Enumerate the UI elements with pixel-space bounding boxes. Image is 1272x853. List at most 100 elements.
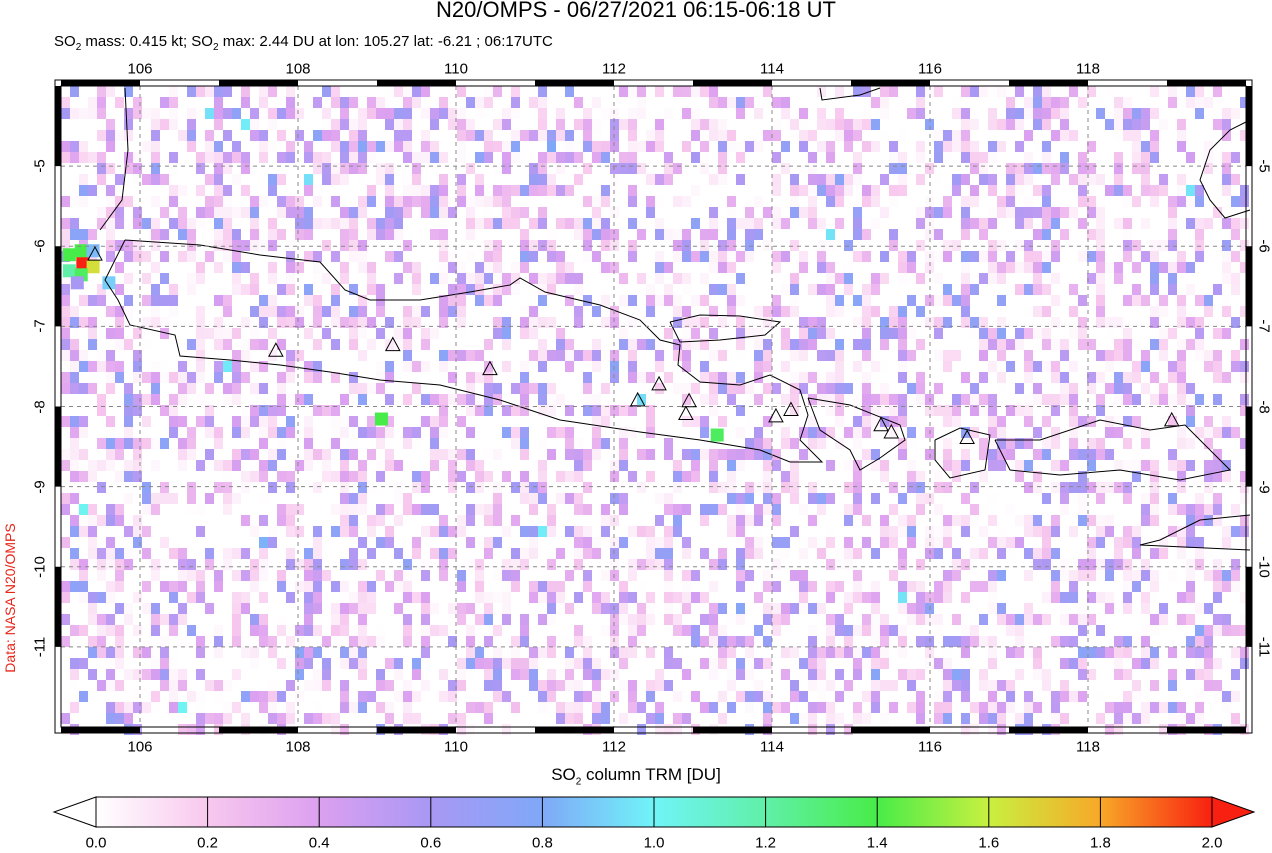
so2-pixel — [1114, 218, 1123, 229]
so2-pixel — [187, 273, 196, 284]
so2-pixel — [178, 229, 187, 240]
so2-pixel — [385, 207, 394, 218]
so2-pixel — [358, 482, 367, 493]
so2-pixel — [1078, 691, 1087, 702]
so2-pixel — [889, 196, 898, 207]
so2-pixel — [709, 372, 718, 383]
so2-pixel — [1051, 295, 1060, 306]
so2-pixel — [277, 427, 286, 438]
so2-pixel — [376, 702, 385, 713]
so2-pixel — [178, 636, 187, 647]
so2-pixel — [880, 460, 889, 471]
so2-pixel — [1222, 504, 1231, 515]
so2-pixel — [1060, 207, 1069, 218]
so2-pixel — [1204, 504, 1213, 515]
so2-pixel — [943, 713, 952, 724]
so2-pixel — [682, 394, 691, 405]
so2-pixel — [1132, 548, 1141, 559]
so2-pixel — [232, 427, 241, 438]
so2-pixel — [916, 141, 925, 152]
so2-pixel — [1123, 636, 1132, 647]
so2-pixel — [1222, 427, 1231, 438]
so2-pixel — [493, 669, 502, 680]
so2-pixel — [997, 449, 1006, 460]
so2-pixel — [106, 614, 115, 625]
so2-pixel — [763, 658, 772, 669]
so2-pixel — [502, 284, 511, 295]
so2-pixel — [619, 460, 628, 471]
so2-pixel — [763, 603, 772, 614]
so2-pixel — [475, 702, 484, 713]
so2-pixel — [682, 504, 691, 515]
so2-pixel — [601, 603, 610, 614]
so2-pixel — [412, 438, 421, 449]
so2-pixel — [1186, 262, 1195, 273]
so2-pixel — [547, 273, 556, 284]
so2-pixel — [466, 207, 475, 218]
so2-pixel — [592, 196, 601, 207]
so2-pixel — [772, 306, 781, 317]
so2-pixel — [529, 284, 538, 295]
so2-pixel — [124, 196, 133, 207]
so2-pixel — [988, 691, 997, 702]
so2-pixel — [304, 152, 313, 163]
so2-pixel — [313, 526, 322, 537]
so2-pixel — [1222, 163, 1231, 174]
so2-pixel — [88, 416, 97, 427]
so2-pixel — [754, 625, 763, 636]
so2-pixel — [502, 724, 511, 735]
so2-pixel — [1222, 372, 1231, 383]
so2-pixel — [286, 526, 295, 537]
so2-pixel — [70, 548, 79, 559]
so2-pixel — [367, 108, 376, 119]
so2-pixel — [529, 526, 538, 537]
so2-pixel — [934, 152, 943, 163]
so2-pixel — [1240, 240, 1249, 251]
so2-pixel — [1042, 548, 1051, 559]
so2-pixel — [196, 306, 205, 317]
so2-pixel — [700, 229, 709, 240]
so2-pixel — [781, 328, 790, 339]
so2-pixel — [655, 515, 664, 526]
so2-pixel — [394, 669, 403, 680]
so2-pixel — [646, 174, 655, 185]
so2-pixel — [952, 614, 961, 625]
so2-pixel — [1069, 361, 1078, 372]
so2-pixel — [358, 625, 367, 636]
so2-pixel — [916, 603, 925, 614]
so2-pixel — [763, 339, 772, 350]
so2-pixel — [160, 119, 169, 130]
so2-pixel — [1042, 207, 1051, 218]
so2-pixel — [1222, 218, 1231, 229]
so2-pixel — [1096, 515, 1105, 526]
so2-pixel — [205, 196, 214, 207]
so2-pixel — [1177, 350, 1186, 361]
so2-pixel — [1123, 185, 1132, 196]
so2-pixel — [421, 141, 430, 152]
so2-pixel — [1132, 471, 1141, 482]
so2-pixel — [808, 515, 817, 526]
so2-pixel — [817, 141, 826, 152]
so2-pixel — [853, 669, 862, 680]
so2-pixel — [241, 691, 250, 702]
so2-pixel — [304, 394, 313, 405]
so2-pixel — [529, 328, 538, 339]
so2-pixel — [142, 526, 151, 537]
so2-pixel — [88, 317, 97, 328]
so2-pixel — [277, 625, 286, 636]
so2-pixel — [214, 262, 223, 273]
so2-pixel — [133, 405, 142, 416]
so2-pixel — [889, 691, 898, 702]
so2-pixel — [61, 295, 70, 306]
so2-pixel — [304, 372, 313, 383]
so2-pixel — [772, 702, 781, 713]
so2-pixel — [1024, 526, 1033, 537]
so2-pixel — [223, 196, 232, 207]
so2-pixel — [754, 526, 763, 537]
so2-pixel — [763, 504, 772, 515]
so2-pixel — [1123, 581, 1132, 592]
so2-pixel — [1087, 383, 1096, 394]
so2-pixel — [268, 174, 277, 185]
so2-pixel — [340, 97, 349, 108]
so2-pixel — [412, 471, 421, 482]
